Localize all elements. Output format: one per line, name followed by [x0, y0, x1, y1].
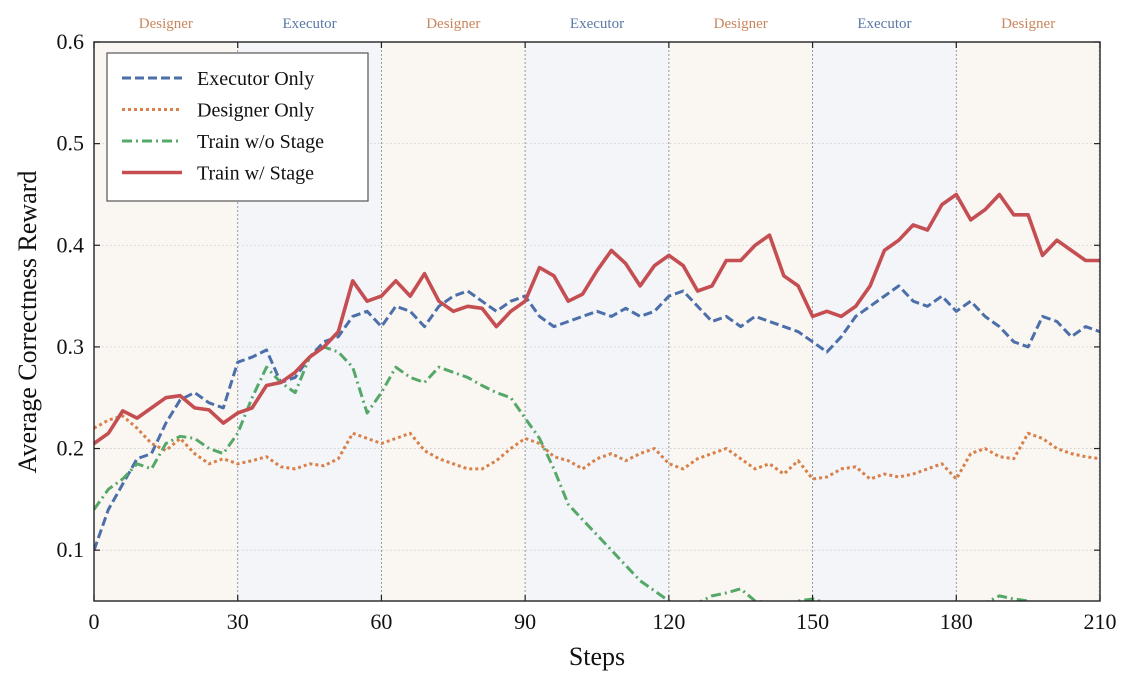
stage-band-4 — [525, 42, 669, 601]
y-axis-ticks: 0.1 0.2 0.3 0.4 0.5 0.6 — [57, 29, 1100, 562]
stage-label-designer: Designer — [426, 16, 480, 32]
legend-label-train-w-stage: Train w/ Stage — [197, 163, 314, 185]
stage-label-executor: Executor — [283, 16, 337, 32]
y-tick-label: 0.2 — [57, 436, 85, 461]
legend-label-executor-only: Executor Only — [197, 68, 314, 90]
stage-label-executor: Executor — [570, 16, 624, 32]
y-axis-title: Average Correctness Reward — [13, 171, 42, 474]
stage-labels: Designer Executor Designer Executor Designer… — [139, 16, 1055, 32]
x-tick-label: 120 — [652, 609, 685, 634]
plot-frame — [93, 41, 1101, 602]
x-axis-title: Steps — [569, 642, 625, 671]
y-tick-label: 0.4 — [57, 232, 85, 257]
x-tick-label: 60 — [370, 609, 392, 634]
y-tick-label: 0.3 — [57, 334, 85, 359]
series-lines — [94, 192, 1100, 601]
stage-band-6 — [812, 42, 957, 601]
stage-label-executor: Executor — [857, 16, 911, 32]
series-line-train-w-stage — [94, 192, 1100, 446]
x-axis-ticks: 0 30 60 90 120 150 180 210 — [89, 42, 1117, 634]
stage-label-designer: Designer — [139, 16, 193, 32]
x-tick-label: 150 — [796, 609, 829, 634]
legend-label-designer-only: Designer Only — [197, 100, 314, 122]
y-tick-label: 0.1 — [57, 537, 85, 562]
legend-label-train-w-o-stage: Train w/o Stage — [197, 131, 324, 153]
legend: Executor Only Designer Only Train w/o Stag… — [106, 52, 369, 202]
series-line-designer-only — [94, 414, 1100, 481]
x-tick-label: 90 — [514, 609, 536, 634]
stage-label-designer: Designer — [1001, 16, 1055, 32]
x-tick-label: 180 — [940, 609, 973, 634]
x-tick-label: 0 — [89, 609, 100, 634]
stage-label-designer: Designer — [714, 16, 768, 32]
stage-band-5 — [668, 42, 813, 601]
grid-lines — [94, 41, 1100, 601]
y-tick-label: 0.5 — [57, 131, 85, 156]
x-tick-label: 210 — [1084, 609, 1117, 634]
y-tick-label: 0.6 — [57, 29, 85, 54]
series-line-executor-only — [94, 284, 1100, 551]
x-tick-label: 30 — [227, 609, 249, 634]
stage-band-7 — [956, 42, 1100, 601]
